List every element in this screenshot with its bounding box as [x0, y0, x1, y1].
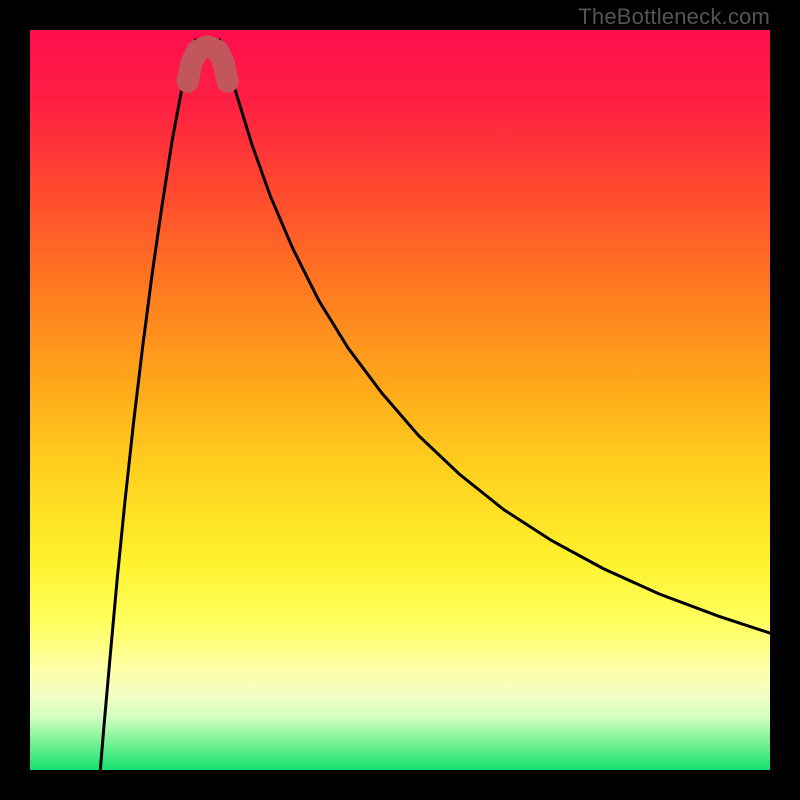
outer-frame: TheBottleneck.com [0, 0, 800, 800]
bottleneck-chart [30, 30, 770, 770]
gradient-background [30, 30, 770, 770]
watermark-text: TheBottleneck.com [578, 4, 770, 30]
plot-area [30, 30, 770, 770]
